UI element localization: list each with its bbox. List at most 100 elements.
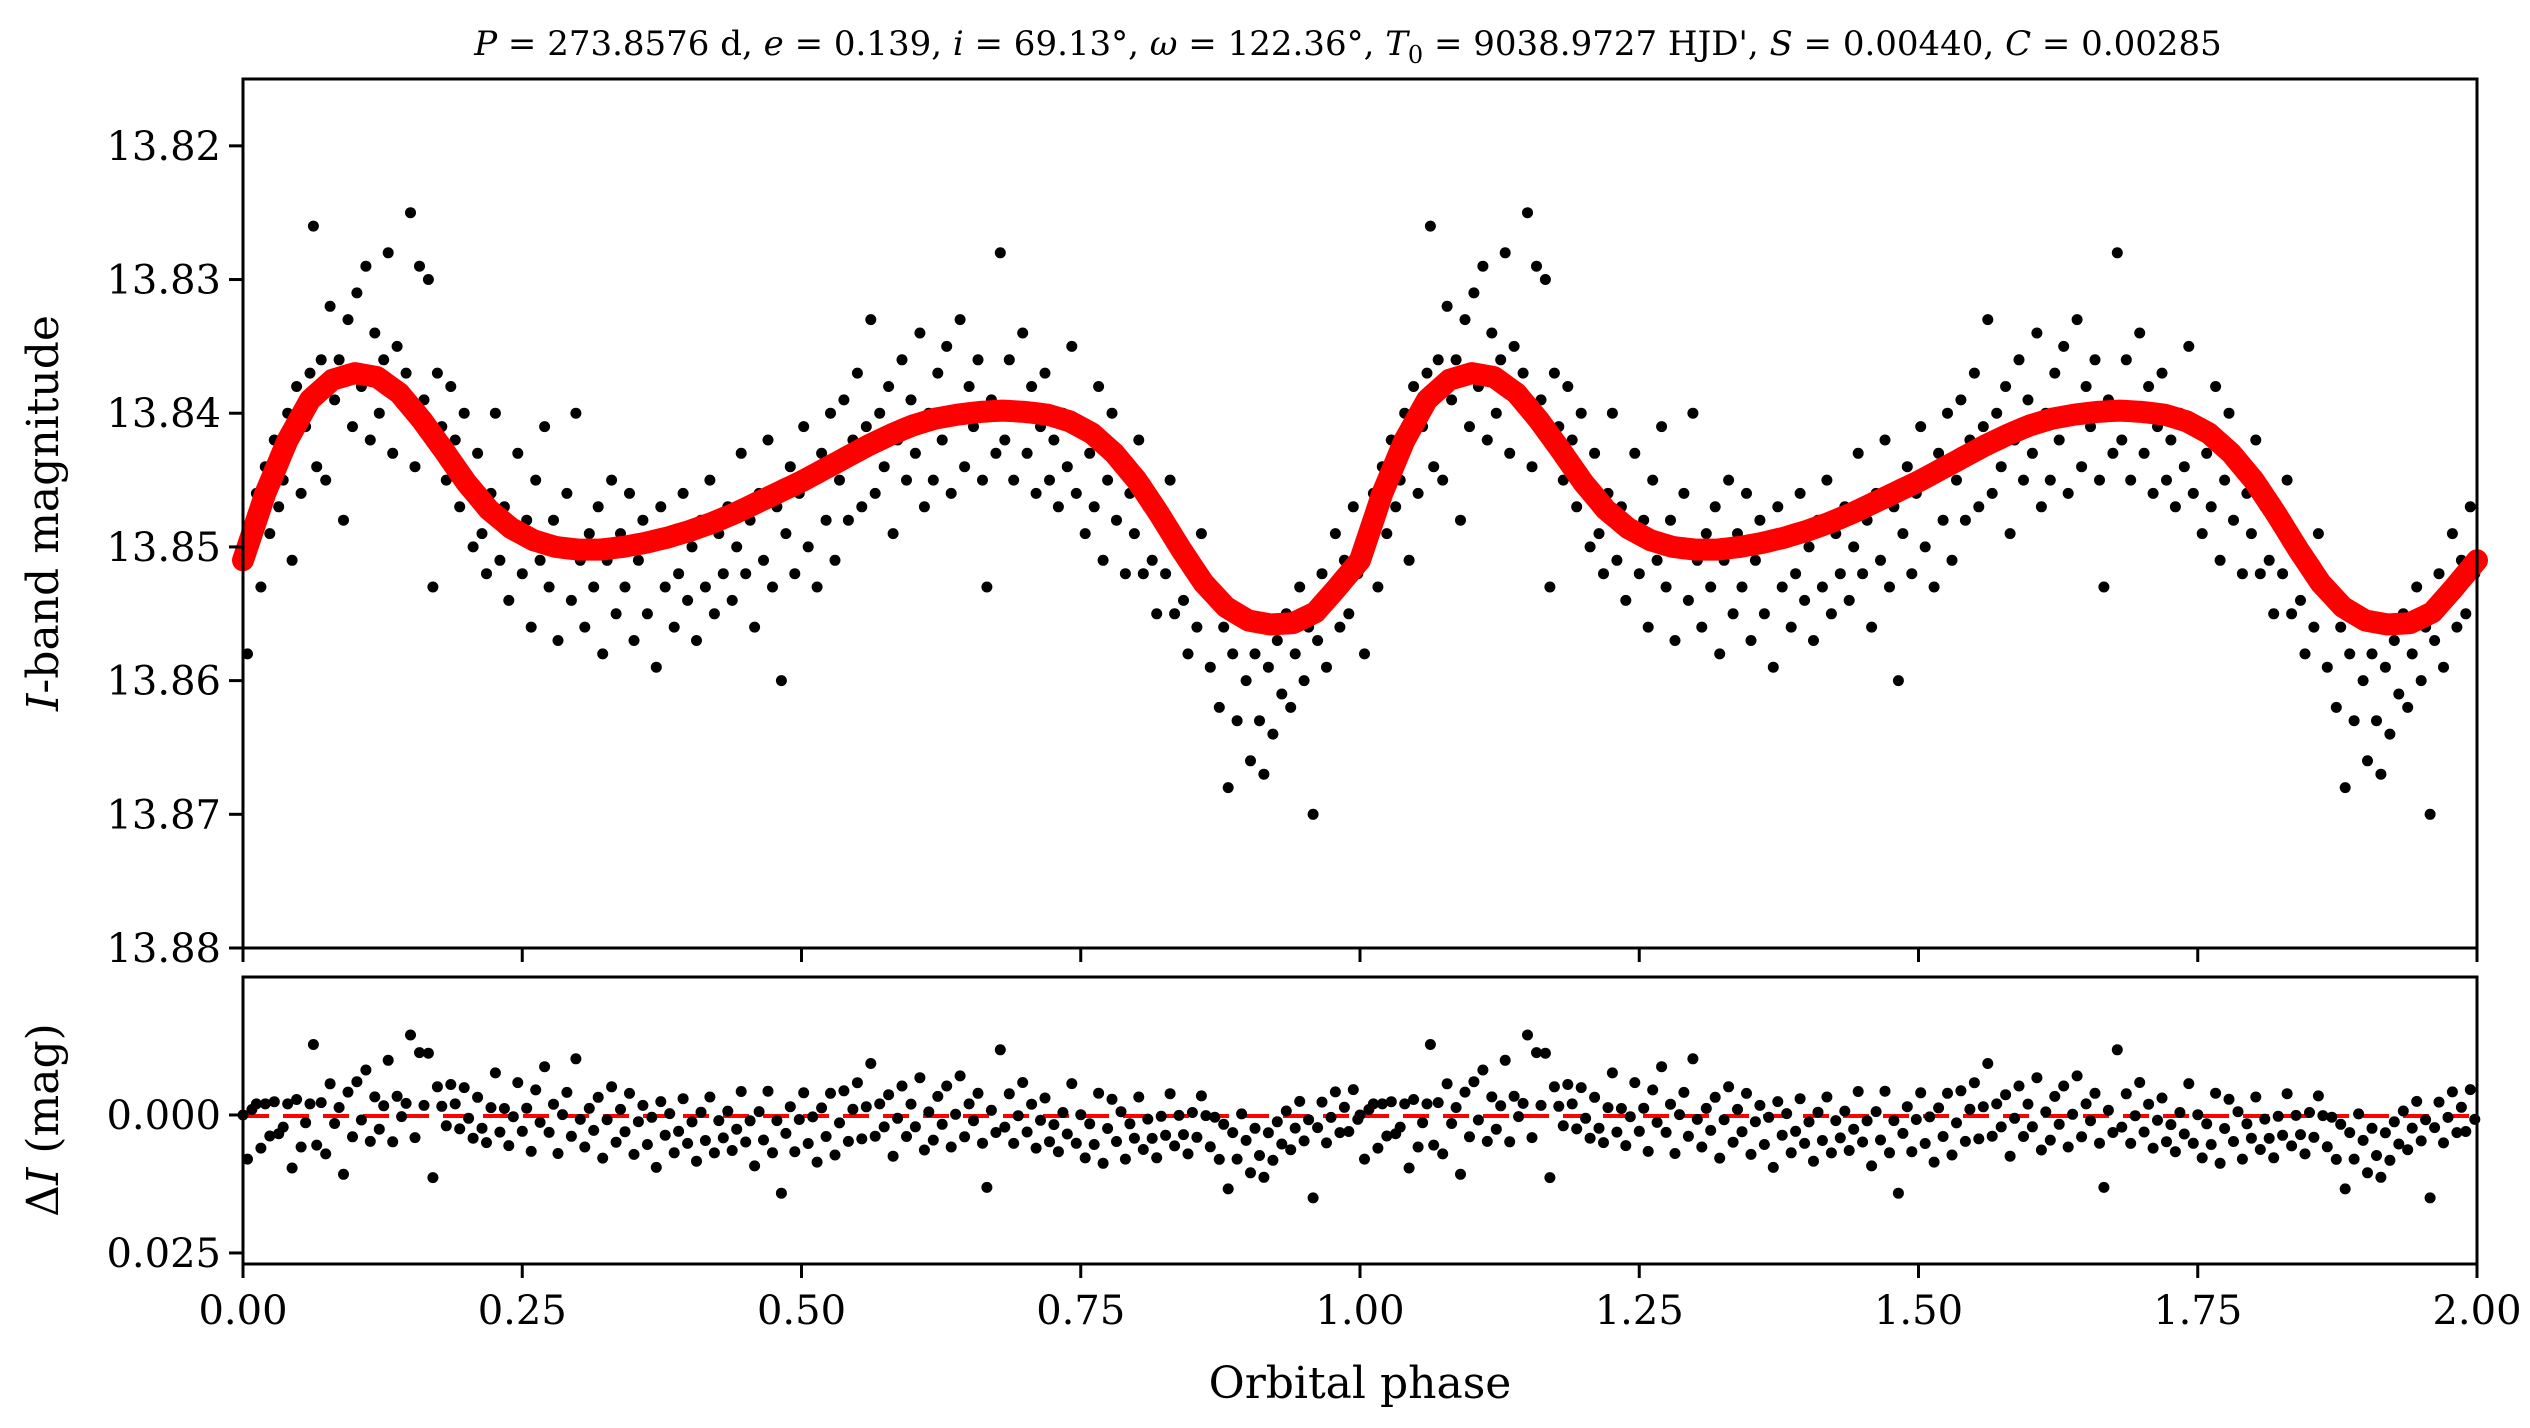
residual-point <box>624 1087 635 1099</box>
observation-point <box>445 381 457 392</box>
observation-point <box>1289 648 1301 660</box>
observation-point <box>1408 381 1420 392</box>
residual-point <box>1803 1116 1815 1128</box>
observation-point <box>1526 461 1538 473</box>
residual-point <box>927 1134 939 1146</box>
residual-point <box>1164 1088 1176 1100</box>
observation-point <box>945 487 957 499</box>
observation-point <box>905 394 917 406</box>
residual-point <box>2464 1084 2476 1096</box>
y-tick-label: 13.87 <box>106 792 221 838</box>
observation-point <box>963 381 975 392</box>
observation-point <box>2446 528 2458 540</box>
observation-point <box>2299 648 2311 660</box>
residual-point <box>632 1116 644 1128</box>
observation-point <box>2371 715 2382 727</box>
observation-point <box>1347 501 1359 513</box>
residual-point <box>264 1130 276 1142</box>
residual-point <box>664 1108 676 1120</box>
observation-point <box>1267 728 1279 740</box>
residual-point <box>2321 1141 2333 1153</box>
residual-point <box>324 1078 336 1090</box>
observation-point <box>624 487 635 499</box>
observation-point <box>1548 367 1560 379</box>
residual-point <box>1325 1111 1337 1123</box>
residual-point <box>682 1137 694 1149</box>
residual-point <box>941 1080 953 1092</box>
residual-point <box>1620 1140 1632 1152</box>
residual-point <box>2143 1098 2155 1110</box>
observation-point <box>1736 581 1748 593</box>
residual-point <box>838 1085 850 1097</box>
residual-point <box>1222 1183 1234 1195</box>
residual-point <box>543 1126 555 1138</box>
observation-point <box>637 514 649 526</box>
observation-point <box>2362 755 2373 767</box>
residual-point <box>686 1116 698 1128</box>
residual-point <box>333 1102 345 1113</box>
residual-point <box>1566 1098 1578 1110</box>
residual-point <box>1682 1130 1694 1142</box>
residual-point <box>557 1109 568 1121</box>
residual-point <box>1665 1098 1676 1110</box>
residual-point <box>2125 1137 2137 1149</box>
residual-point <box>2094 1137 2105 1149</box>
residual-point <box>2085 1115 2096 1127</box>
observation-point <box>2263 554 2275 566</box>
observation-point <box>2277 568 2289 580</box>
residual-point <box>628 1148 640 1160</box>
observation-point <box>691 635 702 646</box>
residual-point <box>1937 1131 1949 1142</box>
residual-point <box>2161 1136 2172 1148</box>
residual-point <box>307 1039 319 1050</box>
observation-point <box>387 447 399 459</box>
residual-point <box>2062 1141 2074 1153</box>
residual-point <box>918 1144 930 1156</box>
residual-point <box>351 1076 363 1088</box>
residual-point <box>762 1085 774 1097</box>
observation-point <box>673 568 685 580</box>
residual-point <box>901 1131 912 1142</box>
residual-point <box>1875 1134 1886 1146</box>
observation-point <box>1151 608 1163 620</box>
observation-point <box>1803 541 1815 553</box>
observation-point <box>1749 554 1761 566</box>
residual-point <box>2214 1157 2226 1169</box>
observation-point <box>431 367 443 379</box>
observation-point <box>1298 675 1310 687</box>
residual-point <box>282 1098 294 1110</box>
residual-point <box>923 1106 935 1118</box>
residual-point <box>1539 1047 1551 1059</box>
observation-point <box>1204 661 1216 673</box>
observation-point <box>1093 381 1105 392</box>
residual-point <box>1830 1115 1842 1127</box>
residual-point <box>1942 1087 1953 1099</box>
observation-point <box>2254 568 2266 580</box>
observation-point <box>1544 581 1556 593</box>
residual-point <box>726 1145 738 1156</box>
residual-point <box>1884 1147 1895 1159</box>
observation-point <box>1052 501 1064 513</box>
y-tick-label: 13.85 <box>106 525 221 571</box>
observation-point <box>1767 661 1779 673</box>
residual-point <box>775 1187 787 1199</box>
observation-point <box>2196 528 2208 540</box>
observation-point <box>2053 434 2065 446</box>
residual-point <box>659 1129 671 1141</box>
residual-point <box>1343 1126 1355 1137</box>
observation-point <box>1227 648 1239 660</box>
residual-point <box>1432 1097 1444 1109</box>
residual-point <box>1723 1081 1735 1093</box>
observation-point <box>1160 568 1172 580</box>
observation-point <box>717 568 729 580</box>
observation-point <box>842 514 854 526</box>
residual-point <box>300 1117 312 1129</box>
residual-point <box>2129 1110 2141 1122</box>
observation-point <box>999 434 1011 446</box>
observation-point <box>1821 474 1833 486</box>
residual-point <box>2295 1129 2306 1141</box>
observation-point <box>295 487 307 499</box>
observation-point <box>1714 648 1726 660</box>
observation-point <box>1066 340 1078 352</box>
observation-point <box>1508 340 1520 352</box>
